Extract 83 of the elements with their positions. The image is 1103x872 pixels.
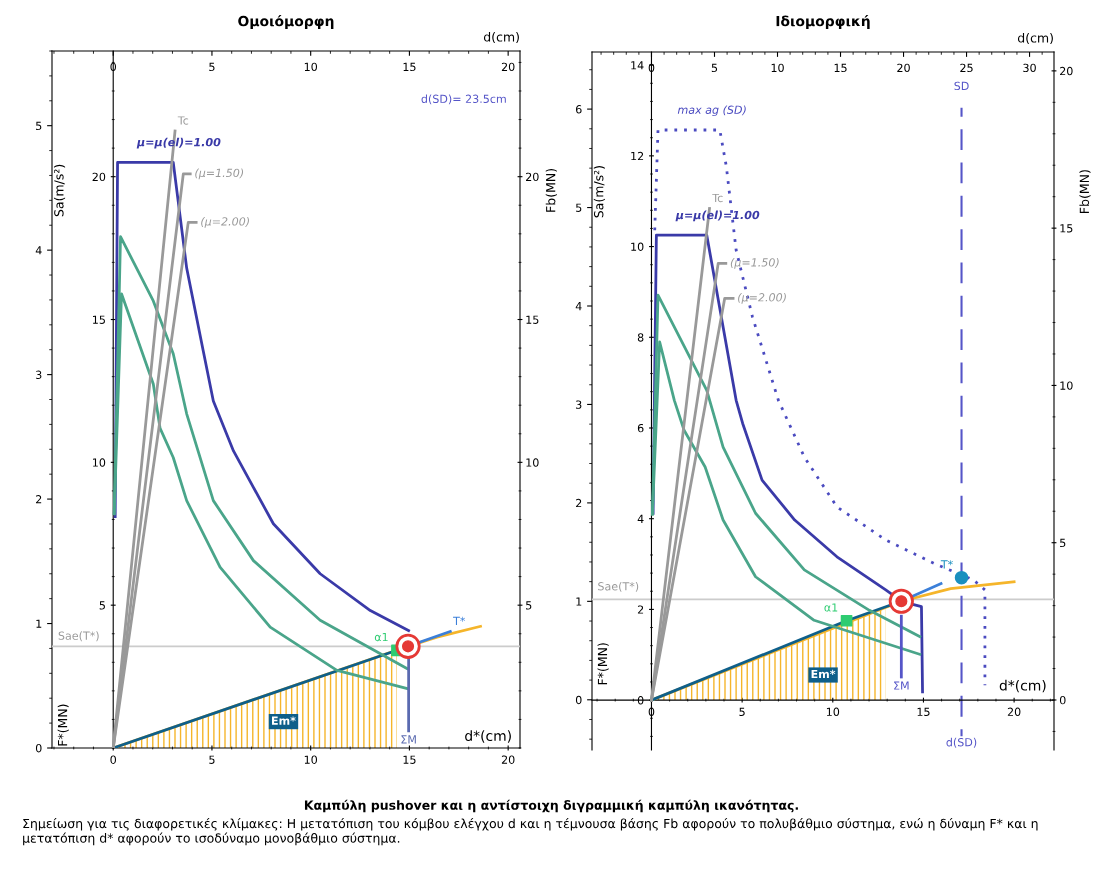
y2-tick-label: 5	[1060, 538, 1066, 548]
y3-tick-label: 0	[575, 695, 582, 705]
series-label: max ag (SD)	[677, 105, 746, 117]
y-tick-label: 15	[93, 315, 105, 324]
series-label: (μ=1.50)	[195, 168, 244, 180]
y-axis-title: F*(MN)	[597, 643, 609, 685]
x-axis-title: d*(cm)	[999, 679, 1046, 693]
x-tick-label: 5	[209, 62, 215, 72]
x-axis-title: d*(cm)	[465, 730, 511, 743]
x-tick-label: 15	[917, 707, 930, 716]
y2-tick-label: 0	[1059, 695, 1066, 705]
x2-tick-label: 5	[209, 755, 215, 764]
annotation: d(SD)= 23.5cm	[421, 94, 506, 105]
y-tick-label: 5	[99, 601, 105, 610]
text: Σημείωση για τις διαφορετικές κλίμακες: Η μετατόπιση του κόμβου ελέγχου d και η τέμνουσα βάσης Fb αφορούν το πολυβάθμιο σύστημα, ενώ η δύναμη F* και η μετατόπιση d* αφορούν το ισοδύναμο μονοβάθμιο σύστημα.	[23, 818, 1038, 846]
series-label: Em*	[811, 669, 836, 679]
series-label: α1	[824, 603, 838, 612]
y-tick-label: 8	[637, 333, 644, 342]
series-label: μ=μ(el)=1.00	[136, 137, 221, 149]
y3-tick-label: 6	[575, 105, 582, 114]
y-tick-label: 10	[631, 242, 644, 251]
x-tick-label: 15	[403, 62, 416, 72]
y-tick-label: 10	[93, 458, 106, 467]
x2-axis-title: d(cm)	[483, 31, 519, 44]
y2-tick-label: 10	[526, 458, 539, 467]
x2-tick-label: 15	[403, 755, 416, 764]
series-label: α1	[374, 632, 388, 642]
y3-tick-label: 2	[576, 498, 582, 508]
x2-tick-label: 10	[304, 755, 318, 764]
ref-line-label: Sae(T*)	[58, 631, 99, 642]
chart-title: Ομοιόμορφη	[238, 14, 334, 30]
y3-tick-label: 2	[36, 495, 42, 504]
series-label: ΣM	[894, 681, 909, 690]
y3-axis-title: Sa(m/s²)	[593, 166, 605, 218]
y-tick-label: 4	[637, 514, 644, 523]
annotation: d(SD)	[946, 737, 977, 748]
series-label: (μ=2.00)	[201, 217, 249, 228]
y3-tick-label: 4	[575, 302, 582, 311]
x2-axis-title: d(cm)	[1017, 32, 1053, 45]
y2-tick-label: 15	[1060, 224, 1073, 233]
ref-line-label: SD	[954, 81, 969, 91]
x-tick-label: 10	[304, 62, 318, 72]
y-tick-label: 12	[631, 151, 644, 161]
x2-tick-label: 25	[960, 63, 973, 73]
y-tick-label: 20	[92, 172, 106, 182]
x2-tick-label: 30	[1023, 63, 1036, 73]
y-tick-label: 2	[637, 605, 644, 614]
x-tick-label: 20	[1007, 707, 1021, 716]
chart-title: Ιδιομορφική	[776, 14, 870, 30]
series-label: T*	[453, 616, 466, 625]
y3-tick-label: 3	[36, 370, 42, 379]
series-label: T*	[940, 560, 953, 569]
y2-tick-label: 10	[1060, 381, 1073, 390]
x2-tick-label: 20	[501, 755, 515, 764]
y-tick-label: 14	[631, 61, 644, 70]
y-axis-title: F*(MN)	[57, 704, 69, 746]
y3-tick-label: 1	[576, 597, 582, 606]
y2-axis-title: Fb(MN)	[1079, 170, 1091, 213]
y3-axis-title: Sa(m/s²)	[53, 164, 66, 217]
series-label: Tc	[712, 193, 723, 203]
y2-tick-label: 15	[526, 315, 539, 324]
x2-tick-label: 0	[110, 755, 117, 764]
y3-tick-label: 5	[576, 203, 582, 212]
y3-tick-label: 1	[36, 619, 42, 628]
y2-axis-title: Fb(MN)	[545, 168, 557, 212]
series-label: μ=μ(el)=1.00	[675, 210, 760, 222]
y2-tick-label: 5	[526, 601, 532, 610]
x-tick-label: 5	[739, 707, 745, 716]
y3-tick-label: 3	[576, 400, 582, 409]
ref-line-label: Sae(T*)	[598, 581, 639, 592]
y3-tick-label: 5	[36, 121, 42, 131]
text: Καμπύλη pushover και η αντίστοιχη διγραμμική καμπύλη ικανότητας.	[304, 799, 798, 813]
y-tick-label: 6	[637, 423, 644, 433]
x-tick-label: 20	[501, 62, 515, 72]
y3-tick-label: 4	[35, 246, 42, 255]
y2-tick-label: 20	[526, 172, 539, 182]
x-tick-label: 10	[826, 707, 840, 716]
series-label: (μ=1.50)	[730, 257, 779, 269]
series-label: Em*	[272, 716, 296, 725]
y3-tick-label: 0	[35, 743, 42, 753]
series-label: (μ=2.00)	[738, 292, 786, 304]
series-label: ΣM	[401, 735, 416, 744]
series-label: Tc	[177, 116, 189, 125]
